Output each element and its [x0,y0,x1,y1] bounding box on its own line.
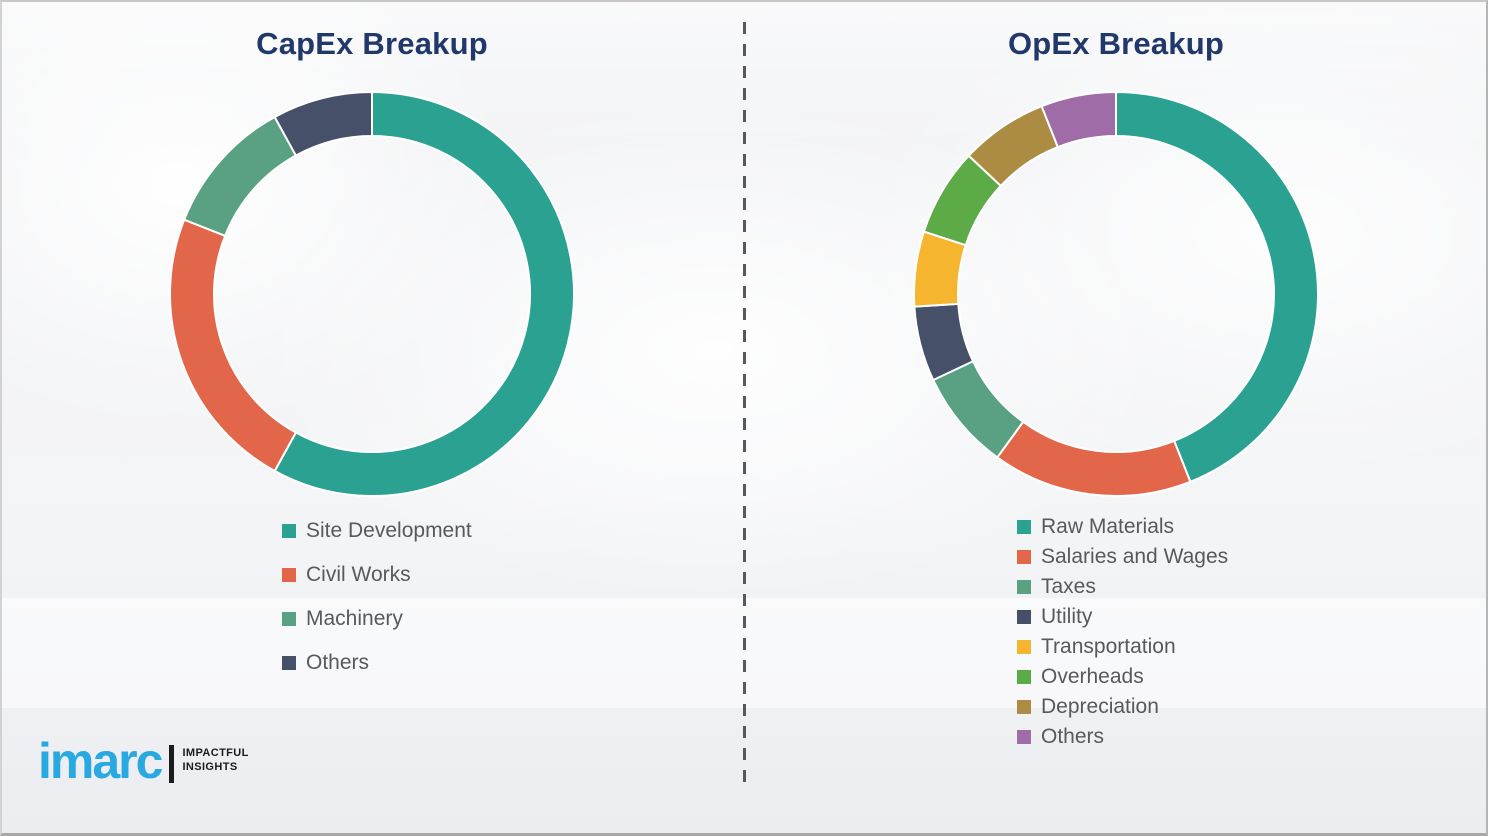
legend-swatch-salaries-and-wages [1017,550,1031,564]
donut-segment-raw-materials [1115,91,1319,483]
legend-label-raw-materials: Raw Materials [1041,515,1175,538]
legend-label-overheads: Overheads [1041,665,1144,688]
vertical-dashed-divider [743,22,746,790]
opex-chart-title: OpEx Breakup [1007,26,1225,61]
legend-label-civil-works: Civil Works [306,563,411,586]
logo-tagline: IMPACTFUL INSIGHTS [182,746,248,775]
legend-item-civil-works: Civil Works [282,553,744,597]
donut-segment-salaries-and-wages [996,420,1192,497]
opex-panel: OpEx Breakup Raw Materials Salaries and W… [746,0,1486,832]
legend-label-utility: Utility [1041,605,1093,628]
capex-donut-chart [169,91,575,497]
opex-donut-chart [913,91,1319,497]
logo-tagline-line1: IMPACTFUL [182,747,249,759]
donut-segment-others [1040,91,1117,149]
legend-item-others: Others [282,641,744,685]
legend-item-utility: Utility [1017,602,1486,632]
legend-item-machinery: Machinery [282,597,744,641]
legend-item-depreciation: Depreciation [1017,692,1486,722]
legend-label-others: Others [306,651,370,674]
logo-tagline-line2: INSIGHTS [182,761,238,774]
donut-segment-site-development [273,91,575,497]
legend-item-raw-materials: Raw Materials [1017,512,1486,542]
capex-panel: CapEx Breakup Site Development Civil Work… [0,0,744,832]
donut-segment-civil-works [169,218,297,473]
legend-swatch-depreciation [1017,700,1031,714]
donut-segment-machinery [183,115,297,237]
legend-item-overheads: Overheads [1017,662,1486,692]
legend-swatch-others [1017,730,1031,744]
legend-item-site-development: Site Development [282,509,744,553]
legend-label-site-development: Site Development [306,519,472,542]
capex-chart-title: CapEx Breakup [256,26,488,61]
legend-item-salaries-and-wages: Salaries and Wages [1017,542,1486,572]
imarc-logo: imarc IMPACTFUL INSIGHTS [38,733,249,789]
capex-legend: Site Development Civil Works Machinery Othe… [282,509,744,685]
legend-item-transportation: Transportation [1017,632,1486,662]
imarc-wordmark: imarc [38,733,163,789]
opex-legend: Raw Materials Salaries and Wages Taxes Util… [1017,512,1486,752]
legend-swatch-machinery [282,612,296,626]
legend-swatch-raw-materials [1017,520,1031,534]
donut-segment-others [273,91,373,157]
legend-item-others: Others [1017,722,1486,752]
legend-label-depreciation: Depreciation [1041,695,1159,718]
legend-swatch-taxes [1017,580,1031,594]
legend-label-others: Others [1041,725,1105,748]
legend-swatch-site-development [282,524,296,538]
logo-divider-bar [169,745,175,783]
legend-label-transportation: Transportation [1041,635,1176,658]
legend-swatch-civil-works [282,568,296,582]
legend-swatch-overheads [1017,670,1031,684]
legend-swatch-transportation [1017,640,1031,654]
legend-label-salaries-and-wages: Salaries and Wages [1041,545,1229,568]
legend-item-taxes: Taxes [1017,572,1486,602]
legend-swatch-others [282,656,296,670]
legend-label-machinery: Machinery [306,607,403,630]
legend-swatch-utility [1017,610,1031,624]
legend-label-taxes: Taxes [1041,575,1096,598]
